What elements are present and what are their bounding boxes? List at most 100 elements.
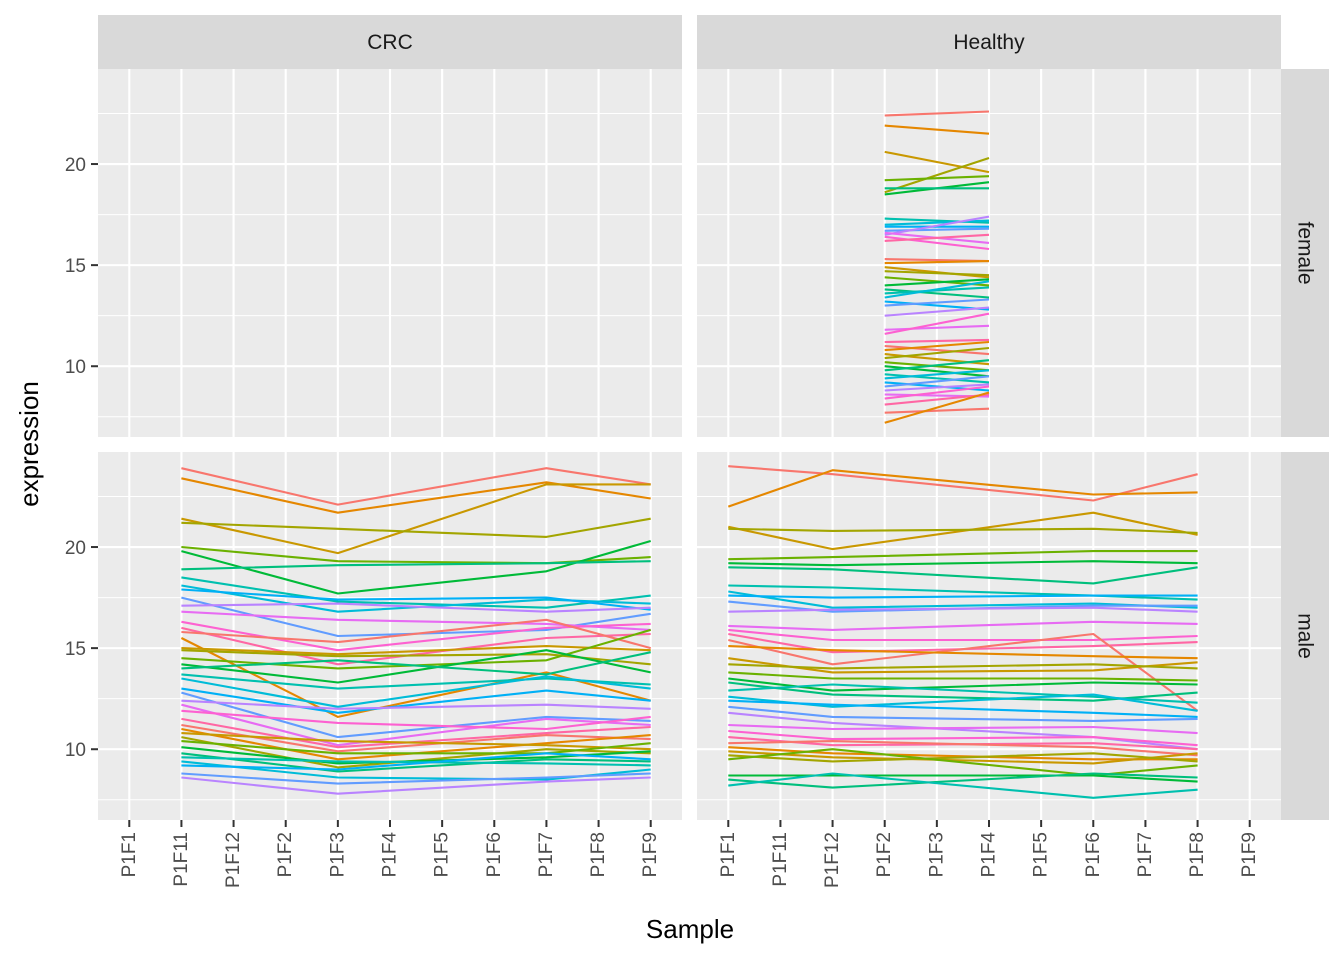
series-line-healthy-female [884,278,990,287]
x-tick-label: P1F5 [432,832,453,877]
facet-strip-label-healthy: Healthy [953,31,1025,54]
x-tick-label: P1F1 [119,832,140,877]
x-tick-label: P1F9 [1239,832,1260,877]
series-line-healthy-female [884,312,990,335]
series-line-healthy-male [727,469,1198,508]
x-tick-label: P1F1 [718,832,739,877]
series-line-healthy-male [728,723,1198,735]
x-tick-label: P1F12 [223,832,244,888]
x-axis-title: Sample [646,914,734,944]
series-line-healthy-male [728,594,1198,599]
y-axis-title: expression [14,381,44,507]
series-line-healthy-male [728,560,1198,567]
x-tick-label: P1F6 [484,832,505,877]
series-line-healthy-female [884,369,990,380]
series-line-crc-male [181,477,651,514]
series-line-crc-male [181,776,651,795]
series-line-healthy-female [884,407,990,414]
series-line-healthy-female [884,344,990,356]
series-line-healthy-female [884,393,990,406]
y-tick-label: 20 [65,538,86,559]
series-line-healthy-female [884,385,990,400]
series-line-crc-male [181,584,651,613]
series-line-crc-male [181,740,651,755]
series-line-healthy-male [728,671,1198,682]
facet-strip-crc [98,15,682,69]
series-line-healthy-female [884,288,990,299]
series-line-healthy-male [728,740,1198,757]
facet-strip-label-male: male [1294,613,1317,659]
x-tick-label: P1F8 [588,832,609,877]
y-tick-label: 15 [65,639,86,660]
series-line-healthy-male [728,748,1198,777]
series-line-healthy-female [884,306,990,317]
series-line-healthy-male [728,774,1198,783]
series-line-crc-male [181,675,651,708]
series-line-healthy-female [884,324,990,331]
series-line-crc-male [181,517,651,538]
series-line-healthy-male [728,465,1198,502]
series-line-healthy-male [728,711,1198,751]
series-line-healthy-female [884,110,990,117]
series-line-crc-male [181,649,651,666]
series-line-crc-male [181,539,651,595]
series-line-healthy-female [884,124,990,135]
series-line-healthy-female [884,157,990,194]
series-line-healthy-male [728,663,1198,670]
x-tick-label: P1F3 [327,832,348,877]
series-line-healthy-female [884,260,990,265]
series-line-healthy-male [728,620,1198,631]
series-line-healthy-male [728,729,1198,747]
series-line-healthy-female [884,233,990,242]
series-line-healthy-male [728,752,1198,763]
series-line-healthy-male [728,632,1199,712]
series-line-healthy-male [728,584,1198,601]
series-line-crc-male [180,637,651,718]
series-line-crc-male [181,736,651,769]
series-line-healthy-male [728,645,1198,660]
series-line-crc-male [181,467,651,506]
series-line-healthy-female [884,383,990,392]
x-tick-label: P1F3 [926,832,947,877]
x-tick-label: P1F12 [822,832,843,888]
facet-strip-label-female: female [1294,221,1317,284]
facet-strip-female [1281,69,1329,437]
series-line-healthy-female [884,270,990,277]
series-line-crc-male [181,752,651,773]
x-tick-label: P1F9 [640,832,661,877]
facet-strip-healthy [697,15,1281,69]
series-line-healthy-female [884,219,990,226]
series-line-crc-male [181,560,651,571]
series-line-healthy-female [884,391,990,424]
series-line-healthy-male [728,677,1198,692]
series-line-healthy-male [728,628,1198,642]
x-tick-label: P1F11 [770,832,791,887]
series-line-healthy-female [884,227,990,232]
series-line-healthy-female [884,346,990,360]
facet-strip-male [1281,452,1329,820]
series-line-healthy-male [728,527,1198,534]
series-line-crc-male [181,588,651,611]
series-line-crc-male [181,709,651,731]
series-line-healthy-female [884,215,990,236]
x-tick-label: P1F5 [1031,832,1052,877]
series-line-crc-male [181,752,651,771]
x-tick-label: P1F8 [1187,832,1208,877]
y-tick-label: 10 [65,357,86,378]
series-line-healthy-male [728,699,1198,718]
series-line-healthy-male [728,606,1198,613]
series-line-healthy-female [884,175,990,182]
y-tick-label: 10 [65,740,86,761]
series-line-healthy-male [728,772,1198,799]
series-line-healthy-female [884,359,990,372]
series-line-healthy-male [728,705,1198,722]
x-tick-label: P1F11 [171,832,192,887]
series-line-healthy-female [884,373,990,384]
x-tick-label: P1F2 [275,832,296,877]
series-line-crc-male [181,687,651,714]
x-tick-label: P1F7 [536,832,557,877]
x-tick-label: P1F4 [979,832,1000,878]
series-line-healthy-male [728,772,1198,789]
series-line-healthy-female [884,280,990,299]
